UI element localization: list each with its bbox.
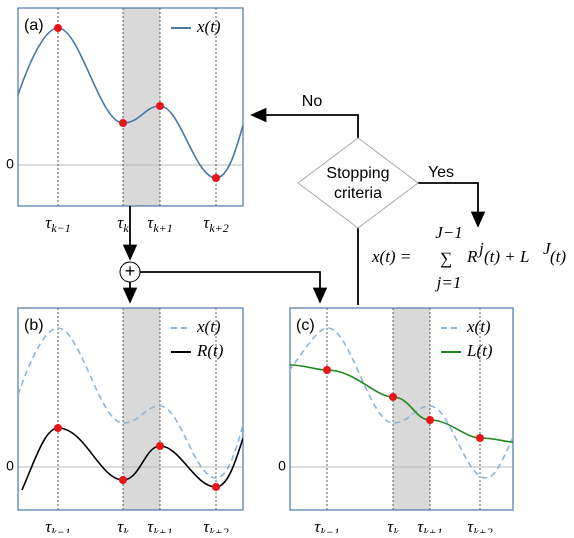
shade: [393, 308, 430, 510]
formula: x(t) = ∑ J−1 j=1 R j (t) + L J (t): [371, 223, 566, 292]
dot: [212, 174, 220, 182]
tick-label: τk+1: [147, 517, 173, 533]
tick-base: τ: [387, 517, 394, 533]
panel-label: (c): [296, 317, 315, 334]
tick-base: τ: [147, 517, 154, 533]
tick-label: τk: [387, 517, 399, 533]
tick-sub: k−1: [51, 525, 70, 533]
dot: [389, 393, 397, 401]
tick-label: τk−1: [45, 213, 71, 235]
formula-lhs: x(t) =: [371, 247, 411, 266]
plus-circle: [119, 261, 141, 283]
tick-label: τk−1: [45, 517, 71, 533]
formula-sum: ∑: [440, 249, 452, 268]
tick-sub: k+2: [209, 525, 228, 533]
tick-label: τk: [117, 517, 129, 533]
dot: [54, 424, 62, 432]
tick-label: τk+2: [203, 517, 229, 533]
tick-sub: k+1: [153, 221, 172, 235]
tick-base: τ: [45, 213, 52, 232]
arrow-yes: [418, 182, 486, 228]
panel-frame: [17, 307, 244, 511]
panel-label: (a): [24, 17, 44, 34]
formula-lower: j=1: [435, 273, 462, 292]
panel-label: (b): [24, 317, 44, 334]
formula-upper: J−1: [435, 223, 463, 242]
tick-sub: k−1: [320, 525, 339, 533]
tick-label: τk+2: [203, 213, 229, 235]
extrema: [54, 24, 484, 491]
dot: [476, 434, 484, 442]
tick-sub: k+1: [153, 525, 172, 533]
panel-frame: [289, 307, 514, 511]
tick-base: τ: [467, 517, 474, 533]
tick-sub: k: [393, 525, 399, 533]
no-label: No: [302, 93, 323, 110]
tick-base: τ: [314, 517, 321, 533]
dot: [323, 366, 331, 374]
flow: [119, 107, 486, 305]
decision-text: criteria: [334, 185, 382, 202]
tick-label: τk+1: [417, 517, 443, 533]
tick-base: τ: [203, 213, 210, 232]
dot: [156, 102, 164, 110]
arrow: [140, 271, 328, 304]
formula-r: R: [466, 247, 478, 266]
arrow-no: [250, 107, 359, 138]
decision-text: Stopping: [326, 165, 389, 182]
tick-sub: k+2: [209, 221, 228, 235]
curves: [18, 27, 514, 491]
tick-label: τk+2: [467, 517, 493, 533]
decision-diamond: [297, 137, 419, 229]
dot: [426, 416, 434, 424]
tick-sub: k−1: [51, 221, 70, 235]
tick-sub: k+1: [423, 525, 442, 533]
dot: [119, 476, 127, 484]
shade: [123, 308, 160, 510]
legend-label: x(t): [196, 17, 221, 36]
tick-label: τk−1: [314, 517, 340, 533]
tick-label: τk: [117, 213, 129, 235]
formula-rsup: j: [477, 239, 484, 258]
tick-sub: k: [123, 525, 129, 533]
panels: 0τk−1 τk τk+1 τk+2(a) x(t)0τk−1 τk τk+1 τk+2(b)…: [6, 7, 514, 538]
dot: [156, 442, 164, 450]
tick-label: τk+1: [147, 213, 173, 235]
curve-x-dashed: [18, 327, 243, 479]
zero-label: 0: [278, 458, 286, 474]
tick-base: τ: [147, 213, 154, 232]
zero-label: 0: [6, 156, 14, 172]
formula-lsup: J: [543, 239, 552, 258]
legend-label: R(t): [196, 341, 224, 360]
legend-label: x(t): [466, 317, 491, 336]
tick-base: τ: [417, 517, 424, 533]
yes-label: Yes: [428, 164, 454, 181]
tick-sub: k: [123, 221, 129, 235]
legend-label: x(t): [196, 317, 221, 336]
dot: [212, 483, 220, 491]
tick-base: τ: [117, 517, 124, 533]
formula-end: (t): [550, 247, 566, 266]
tick-base: τ: [45, 517, 52, 533]
zero-label: 0: [6, 458, 14, 474]
plus: +: [125, 261, 136, 281]
tick-base: τ: [117, 213, 124, 232]
dot: [119, 119, 127, 127]
legend-label: L(t): [466, 341, 493, 360]
formula-mid: (t) + L: [484, 247, 529, 266]
dot: [54, 24, 62, 32]
tick-sub: k+2: [473, 525, 492, 533]
tick-base: τ: [203, 517, 210, 533]
